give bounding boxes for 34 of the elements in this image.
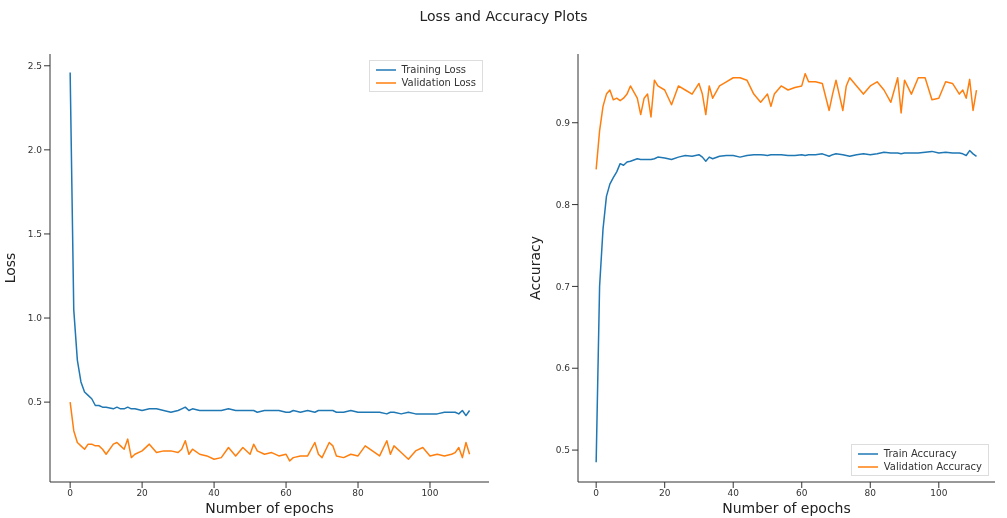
x-tick-label: 60 <box>280 488 293 499</box>
x-tick-label: 40 <box>208 488 221 499</box>
y-axis-title: Accuracy <box>526 236 543 300</box>
x-tick-label: 100 <box>930 488 948 499</box>
x-axis-title: Number of epochs <box>722 500 851 516</box>
x-tick-label: 100 <box>421 488 439 499</box>
y-tick-label: 0.9 <box>555 117 571 128</box>
chart-title: Loss and Accuracy Plots <box>418 8 589 24</box>
x-tick-label: 40 <box>727 488 740 499</box>
x-tick-label: 20 <box>658 488 671 499</box>
legend-label: Training Loss <box>401 63 467 76</box>
x-tick-label: 80 <box>352 488 365 499</box>
y-tick-label: 0.5 <box>27 397 42 408</box>
y-tick-label: 1.5 <box>27 229 42 240</box>
y-axis-title: Loss <box>1 252 18 284</box>
x-axis-title: Number of epochs <box>205 500 334 516</box>
y-tick-label: 0.7 <box>555 281 570 292</box>
legend-label: Train Accuracy <box>883 447 957 460</box>
x-tick-label: 0 <box>67 488 74 499</box>
x-tick-label: 0 <box>593 488 600 499</box>
legend-label: Validation Loss <box>401 76 476 89</box>
y-tick-label: 1.0 <box>27 313 43 324</box>
line-series <box>595 149 978 464</box>
y-tick-label: 2.5 <box>27 60 42 71</box>
y-tick-label: 0.6 <box>555 363 571 374</box>
line-series <box>595 72 978 171</box>
y-tick-label: 2.0 <box>27 145 43 156</box>
x-tick-label: 80 <box>864 488 877 499</box>
x-tick-label: 60 <box>796 488 808 499</box>
y-tick-label: 0.8 <box>555 199 571 210</box>
legend-label: Validation Accuracy <box>883 460 982 473</box>
y-tick-label: 0.5 <box>555 445 570 456</box>
x-tick-label: 20 <box>136 488 149 499</box>
line-series <box>69 401 471 462</box>
